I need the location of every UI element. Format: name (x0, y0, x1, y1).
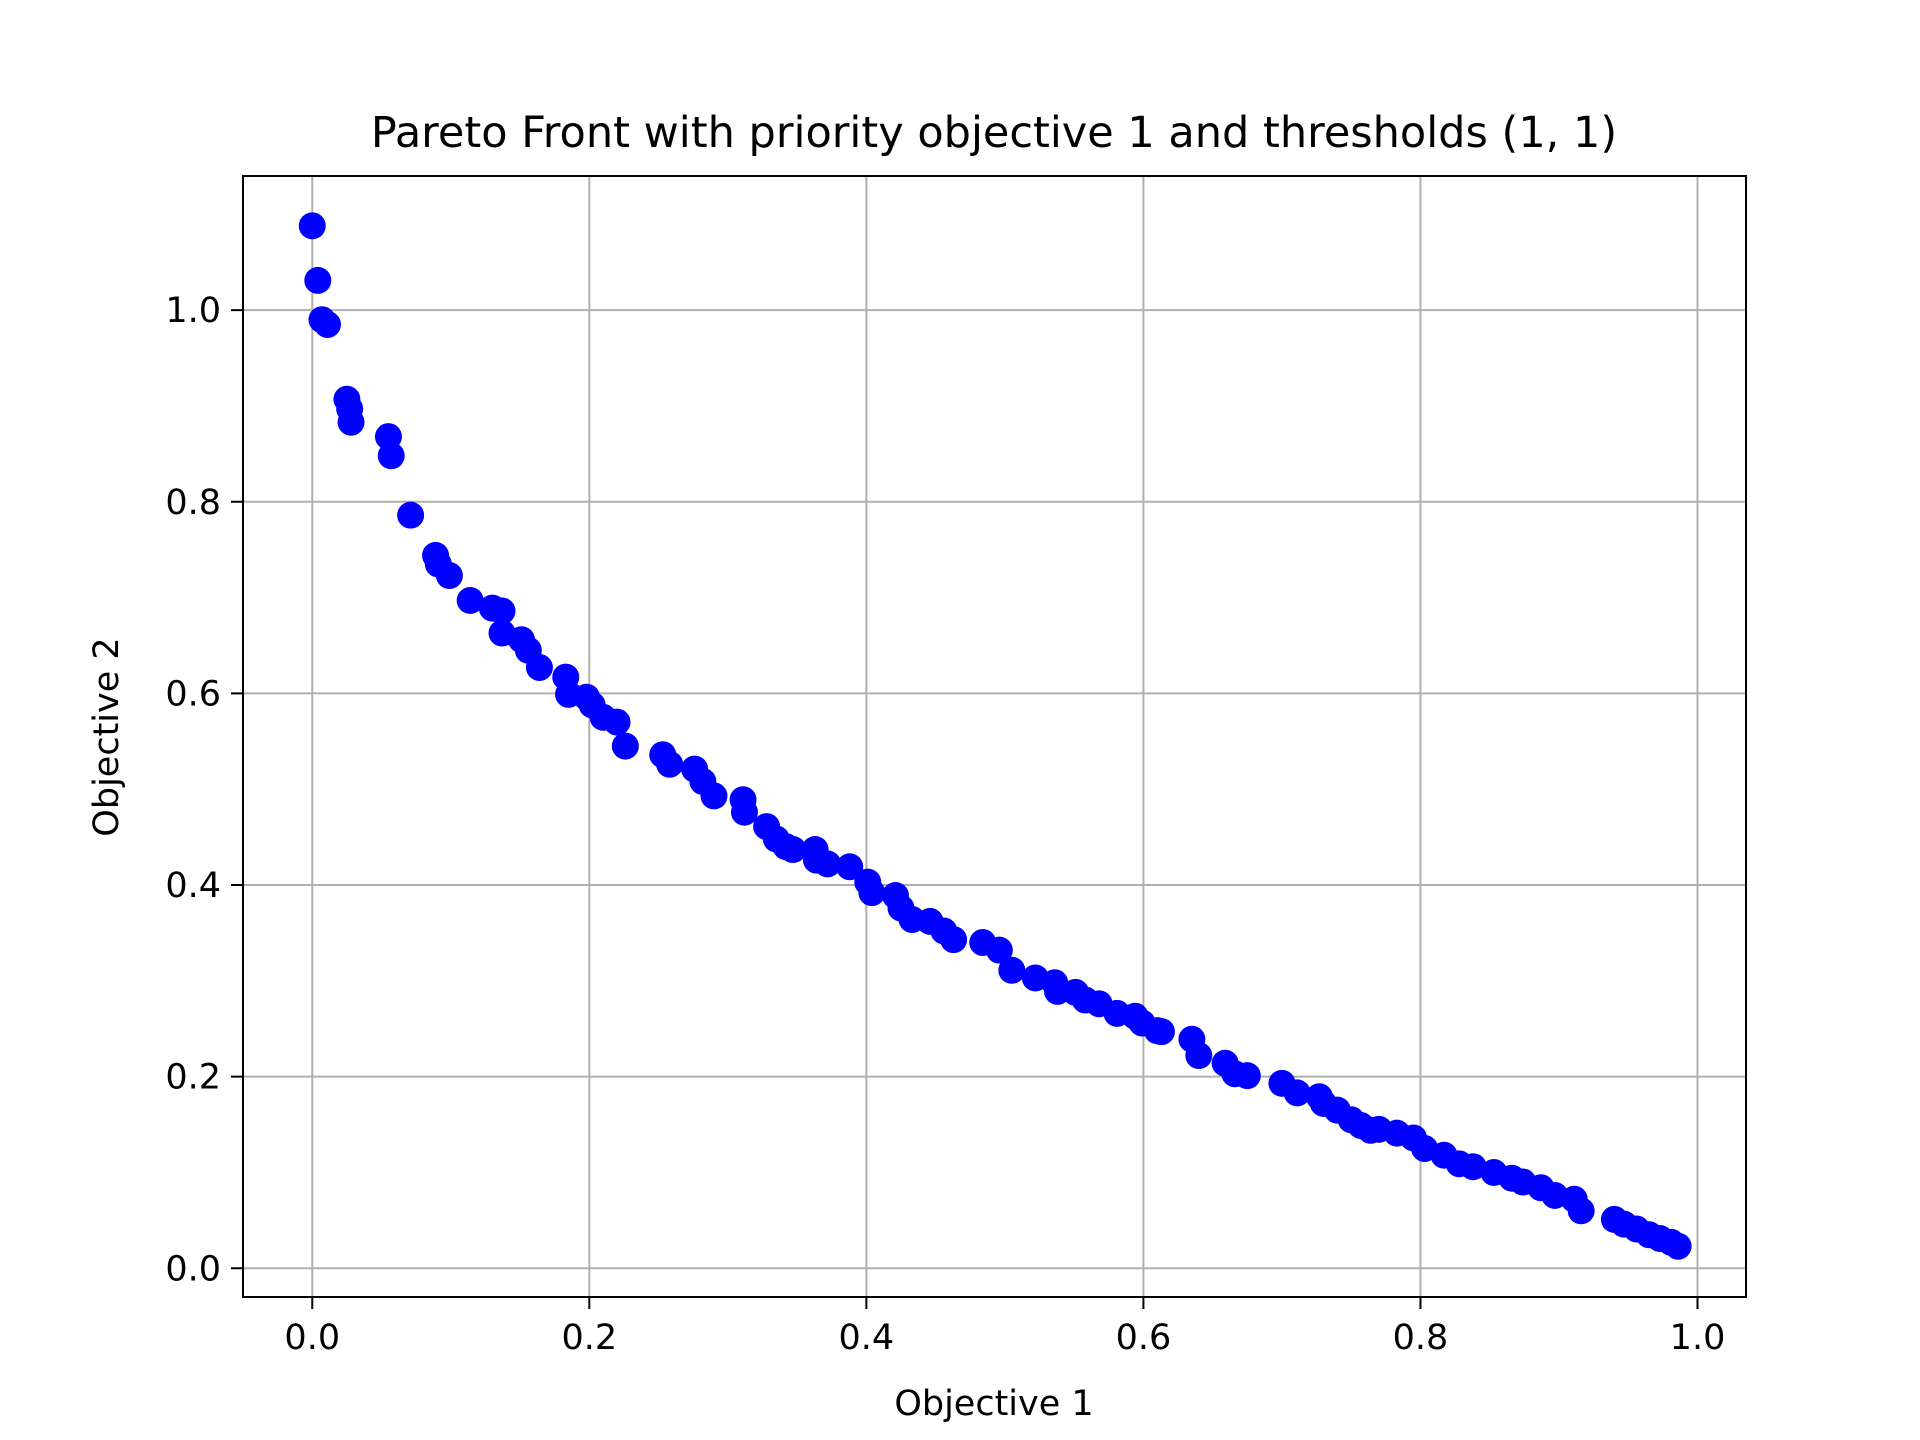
plot-frame (242, 175, 1747, 1298)
data-point (525, 654, 553, 682)
data-point (456, 586, 484, 614)
data-point (656, 750, 684, 778)
y-axis-label: Objective 2 (87, 637, 127, 836)
y-tick-label: 0.4 (165, 866, 221, 906)
data-point (730, 798, 758, 826)
y-tick-label: 0.2 (165, 1058, 221, 1098)
data-point (779, 836, 807, 864)
data-point (1664, 1232, 1692, 1260)
data-point (1233, 1062, 1261, 1090)
data-point (603, 708, 631, 736)
data-point (435, 562, 463, 590)
y-tick-label: 0.8 (165, 483, 221, 523)
data-point (611, 732, 639, 760)
data-point (858, 879, 886, 907)
data-point (337, 408, 365, 436)
data-points (298, 212, 1692, 1260)
data-point (940, 926, 968, 954)
y-axis: 0.0 0.2 0.4 0.6 0.8 1.0 (165, 291, 243, 1289)
data-point (1185, 1042, 1213, 1070)
data-point (298, 212, 326, 240)
y-tick-label: 0.6 (165, 674, 221, 714)
y-tick-label: 1.0 (165, 291, 221, 331)
data-point (998, 956, 1026, 984)
chart-title: Pareto Front with priority objective 1 a… (371, 108, 1617, 158)
data-point (304, 266, 332, 294)
x-tick-label: 0.0 (284, 1318, 340, 1358)
x-axis-label: Objective 1 (894, 1384, 1093, 1424)
data-point (1567, 1197, 1595, 1225)
x-tick-label: 0.6 (1116, 1318, 1172, 1358)
grid-lines (243, 176, 1746, 1297)
data-point (314, 311, 342, 339)
x-tick-label: 0.2 (561, 1318, 617, 1358)
data-point (1283, 1079, 1311, 1107)
data-point (377, 442, 405, 470)
x-tick-label: 0.8 (1393, 1318, 1449, 1358)
y-tick-label: 0.0 (165, 1249, 221, 1289)
data-point (488, 597, 516, 625)
data-point (1147, 1018, 1175, 1046)
data-point (836, 853, 864, 881)
x-tick-label: 0.4 (839, 1318, 895, 1358)
data-point (1459, 1153, 1487, 1181)
data-point (814, 850, 842, 878)
plot-area (243, 176, 1746, 1297)
x-axis: 0.0 0.2 0.4 0.6 0.8 1.0 (284, 1297, 1725, 1358)
data-point (397, 501, 425, 529)
x-tick-label: 1.0 (1670, 1318, 1726, 1358)
data-point (700, 782, 728, 810)
data-point (985, 936, 1013, 964)
